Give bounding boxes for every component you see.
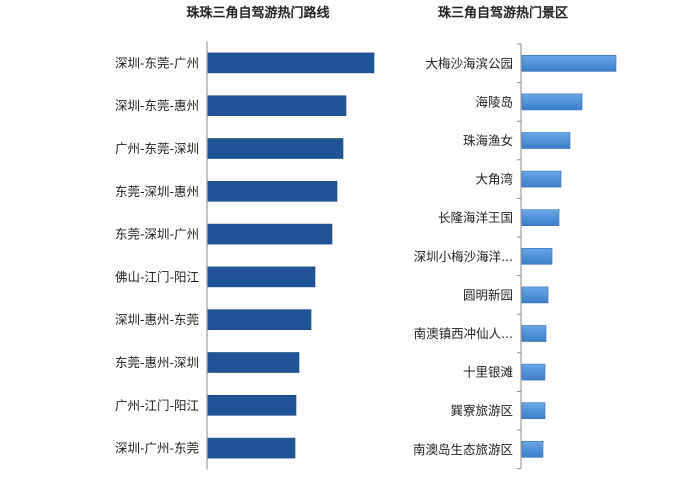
- bar: [207, 352, 300, 373]
- bar: [521, 363, 546, 381]
- bar: [207, 394, 297, 416]
- bar: [521, 170, 562, 188]
- bar: [207, 437, 296, 459]
- category-label: 深圳-东莞-惠州: [115, 98, 199, 113]
- bar: [521, 325, 547, 342]
- category-label: 海陵岛: [475, 94, 513, 109]
- category-label: 长隆海洋王国: [438, 210, 513, 225]
- category-label: 深圳小梅沙海洋...: [414, 249, 513, 264]
- bar: [521, 402, 546, 420]
- bar: [521, 54, 617, 72]
- bar: [207, 223, 333, 245]
- bar: [521, 132, 571, 149]
- category-label: 深圳-广州-东莞: [115, 441, 199, 456]
- bar: [207, 95, 347, 116]
- bar: [521, 286, 549, 304]
- bar: [521, 440, 544, 458]
- category-label: 南澳镇西冲仙人...: [414, 326, 513, 341]
- bar: [521, 248, 553, 265]
- category-label: 深圳-东莞-广州: [115, 55, 199, 70]
- bar: [207, 181, 338, 202]
- category-label: 广州-东莞-深圳: [115, 141, 199, 156]
- bar: [207, 266, 316, 288]
- category-label: 东莞-惠州-深圳: [115, 355, 199, 370]
- category-label: 佛山-江门-阳江: [115, 269, 199, 284]
- category-label: 大梅沙海滨公园: [425, 56, 513, 71]
- category-label: 大角湾: [475, 172, 513, 187]
- category-label: 圆明新园: [463, 287, 513, 302]
- category-label: 南澳岛生态旅游区: [413, 442, 513, 457]
- category-label: 东莞-深圳-惠州: [115, 184, 199, 199]
- bar: [521, 93, 583, 111]
- bar: [521, 209, 560, 226]
- category-label: 珠海渔女: [463, 133, 513, 148]
- category-label: 十里银滩: [463, 365, 513, 380]
- category-label: 深圳-惠州-东莞: [115, 312, 199, 327]
- bar: [207, 138, 344, 159]
- category-label: 广州-江门-阳江: [115, 398, 199, 413]
- right-chart-title: 珠三角自驾游热门景区: [438, 5, 568, 21]
- bar: [207, 52, 375, 74]
- category-label: 东莞-深圳-广州: [115, 227, 199, 242]
- left-chart-title: 珠珠三角自驾游热门路线: [186, 5, 329, 21]
- category-label: 巽寮旅游区: [450, 403, 513, 418]
- bar: [207, 309, 312, 331]
